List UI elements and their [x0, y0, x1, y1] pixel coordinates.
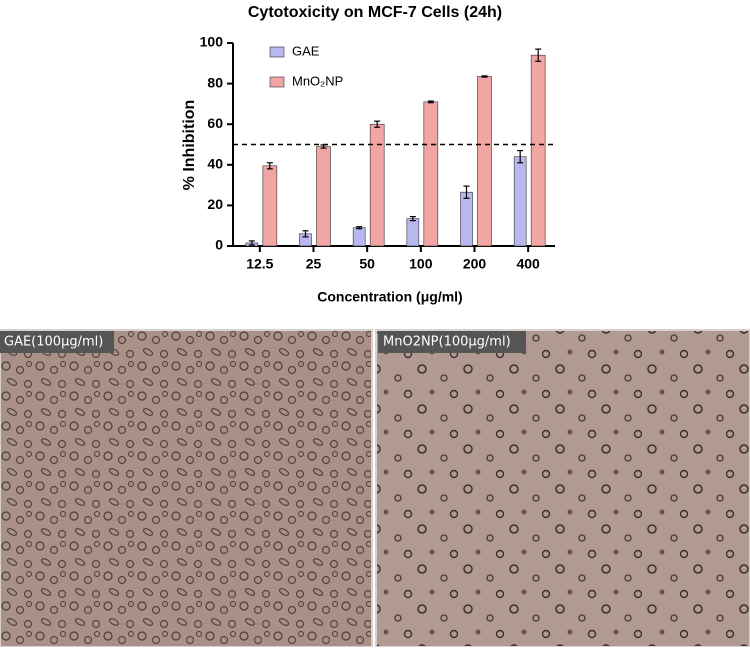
chart-title: Cytotoxicity on MCF-7 Cells (24h)	[248, 4, 502, 21]
x-tick-label: 12.5	[246, 256, 273, 272]
legend-swatch	[269, 76, 285, 88]
bar	[369, 123, 385, 247]
error-bar	[248, 240, 255, 246]
y-tick-label: 100	[200, 34, 224, 50]
bar	[460, 191, 473, 247]
panel-label-box	[0, 331, 114, 353]
error-bar	[302, 230, 309, 238]
error-bar	[481, 75, 488, 78]
micrograph	[375, 329, 750, 648]
error-bar	[409, 215, 416, 222]
y-tick-label: 40	[207, 156, 223, 172]
y-axis-label: % Inhibition	[181, 100, 198, 191]
image-panels: GAE(100μg/ml) MnO2NP(100μg/ml)	[0, 329, 750, 648]
bar	[530, 54, 546, 247]
bar	[513, 156, 527, 247]
x-tick-label: 200	[463, 256, 487, 272]
bar	[316, 146, 331, 247]
x-axis-label: Concentration (μg/ml)	[317, 289, 462, 305]
x-tick-label: 25	[306, 256, 322, 272]
micrograph	[0, 329, 373, 648]
y-tick-label: 0	[215, 237, 223, 253]
x-tick-label: 50	[359, 256, 375, 272]
panel-label-box	[378, 331, 526, 353]
error-bar	[535, 48, 542, 62]
bar	[423, 101, 439, 247]
error-bar	[374, 120, 381, 128]
y-tick-label: 60	[207, 115, 223, 131]
error-bar	[463, 185, 470, 199]
bar	[352, 227, 366, 247]
error-bar	[427, 100, 434, 104]
error-bar	[517, 149, 524, 164]
error-bar	[266, 162, 273, 170]
x-tick-label: 400	[516, 256, 540, 272]
panel-label: MnO2NP(100μg/ml)	[383, 335, 511, 350]
bar	[262, 165, 278, 247]
legend-swatch	[269, 46, 285, 58]
error-bar	[356, 226, 363, 230]
bar	[406, 218, 420, 247]
bar	[477, 76, 492, 247]
panel-label: GAE(100μg/ml)	[4, 335, 103, 350]
legend-label: GAE	[292, 43, 320, 58]
x-tick-label: 100	[409, 256, 433, 272]
y-tick-label: 20	[207, 196, 223, 212]
y-tick-label: 80	[207, 74, 223, 90]
legend-label: MnO₂NP	[292, 73, 343, 88]
